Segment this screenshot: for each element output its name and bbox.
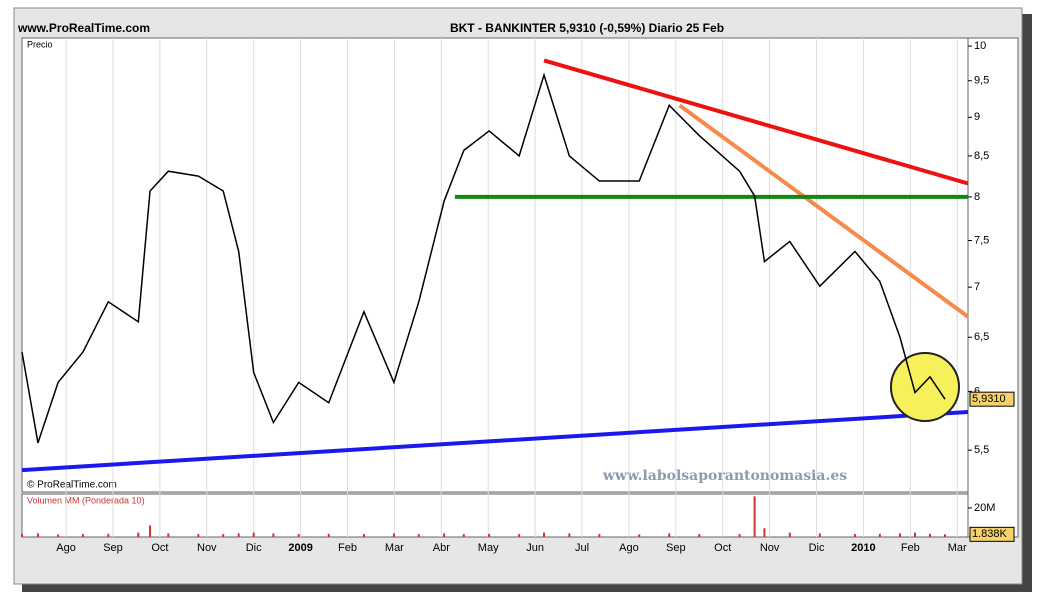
y-tick-label: 5,5 — [974, 444, 989, 456]
volume-bar — [518, 534, 521, 537]
y-label: Precio — [27, 39, 53, 49]
volume-bar — [297, 534, 300, 537]
volume-label: Volumen MM (Ponderada 10) — [27, 495, 145, 505]
highlight-circle — [890, 352, 960, 422]
volume-bar — [753, 496, 756, 537]
axis-panel — [967, 37, 1019, 538]
y-tick-label: 6,5 — [974, 331, 989, 343]
x-tick-label: Sep — [103, 542, 123, 554]
last-value-box — [969, 526, 1015, 542]
y-tick-label: 7 — [974, 281, 980, 293]
volume-bar — [944, 534, 947, 537]
volume-bar — [272, 533, 275, 537]
x-tick-label: Abr — [433, 542, 450, 554]
volume-bar — [197, 534, 200, 537]
chart-title: BKT - BANKINTER 5,9310 (-0,59%) Diario 2… — [450, 21, 724, 35]
x-tick-label: Nov — [760, 542, 780, 554]
y-tick-label: 9,5 — [974, 75, 989, 87]
volume-bar — [107, 533, 110, 537]
volume-bar — [167, 533, 170, 537]
volume-bar — [36, 533, 39, 537]
volume-bar — [853, 534, 856, 537]
price-line — [21, 72, 946, 444]
x-tick-label: 2010 — [851, 542, 875, 554]
y-tick-label: 8 — [974, 191, 980, 203]
volume-bar — [543, 532, 546, 537]
x-tick-label: Feb — [901, 542, 920, 554]
y-tick-label: 9 — [974, 111, 980, 123]
volume-bar — [668, 533, 671, 537]
x-tick-label: Jul — [575, 542, 589, 554]
volume-bar — [488, 533, 491, 537]
x-tick-label: Ago — [619, 542, 639, 554]
volume-bar — [237, 533, 240, 537]
x-tick-label: 2009 — [288, 542, 312, 554]
watermark: www.labolsaporantonomasia.es — [602, 468, 847, 484]
x-tick-label: Oct — [714, 542, 731, 554]
volume-bar — [738, 534, 741, 537]
x-tick-label: Feb — [338, 542, 357, 554]
volume-bar — [638, 534, 641, 537]
volume-bar — [57, 534, 60, 537]
x-tick-label: Ago — [56, 542, 76, 554]
x-tick-label: Mar — [385, 542, 404, 554]
x-tick-label: Jun — [526, 542, 544, 554]
trend-line — [543, 58, 969, 186]
y-tick-label: 10 — [974, 40, 986, 52]
volume-bar — [392, 533, 395, 537]
volume-bar — [362, 534, 365, 537]
y-tick-label: 6 — [974, 385, 980, 397]
volume-bar — [137, 532, 140, 537]
volume-bar — [878, 533, 881, 537]
volume-bar — [598, 534, 601, 537]
y-tick-label: 7,5 — [974, 234, 989, 246]
volume-bar — [568, 533, 571, 537]
trend-line — [21, 409, 969, 473]
trend-line — [678, 103, 970, 319]
last-value-label: 1.838K — [972, 528, 1008, 540]
site: www.ProRealTime.com — [17, 21, 150, 35]
last-value-label: 5,9310 — [972, 393, 1006, 405]
x-tick-label: Mar — [948, 542, 967, 554]
volume-bar — [443, 533, 446, 537]
volume-bar — [252, 532, 255, 537]
volume-bar — [81, 534, 84, 537]
x-tick-label: May — [478, 542, 499, 554]
volume-bar — [462, 534, 465, 537]
x-tick-label: Dic — [809, 542, 825, 554]
volume-bar — [21, 534, 23, 537]
volume-bar — [698, 534, 701, 537]
y-tick-label: 8,5 — [974, 150, 989, 162]
volume-bar — [914, 532, 917, 537]
x-tick-label: Oct — [151, 542, 168, 554]
volume-panel — [21, 493, 969, 538]
volume-bar — [929, 533, 932, 537]
volume-bar — [898, 533, 901, 537]
volume-bar — [763, 528, 766, 537]
x-tick-label: Sep — [666, 542, 686, 554]
volume-bar — [327, 533, 330, 537]
volume-bar — [818, 533, 821, 537]
volume-bar — [149, 525, 152, 537]
y-tick-label: 20M — [974, 502, 995, 514]
volume-bar — [417, 534, 420, 537]
x-tick-label: Nov — [197, 542, 217, 554]
x-tick-label: Dic — [246, 542, 262, 554]
volume-bar — [788, 532, 791, 537]
last-value-box — [969, 391, 1015, 407]
copyright: © ProRealTime.com — [27, 480, 117, 491]
price-panel — [21, 37, 969, 493]
volume-bar — [222, 534, 225, 537]
